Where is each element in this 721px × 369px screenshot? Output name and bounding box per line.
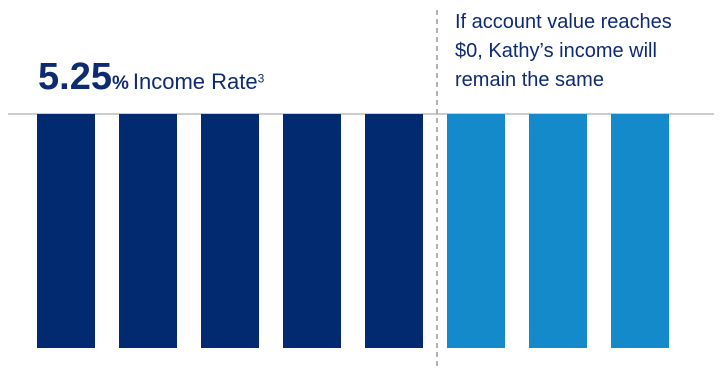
guaranteed-income-bar-1 [447, 114, 505, 348]
bars-group [37, 114, 669, 348]
guaranteed-income-bar-3 [611, 114, 669, 348]
percent-sign: % [111, 73, 129, 94]
income-bar-1 [37, 114, 95, 348]
income-bar-3 [201, 114, 259, 348]
income-bar-5 [365, 114, 423, 348]
note-line-1: If account value reaches [455, 11, 672, 33]
guaranteed-income-bar-2 [529, 114, 587, 348]
note-line-2: $0, Kathy’s income will [455, 40, 657, 62]
note-line-3: remain the same [455, 69, 604, 91]
zero-account-note: If account value reaches $0, Kathy’s inc… [455, 8, 720, 95]
income-rate-heading: 5.25% Income Rate3 [38, 58, 264, 96]
income-bar-2 [119, 114, 177, 348]
income-rate-label: Income Rate [132, 69, 258, 94]
income-bar-4 [283, 114, 341, 348]
footnote-marker: 3 [257, 71, 265, 86]
income-rate-value: 5.25 [38, 56, 112, 98]
